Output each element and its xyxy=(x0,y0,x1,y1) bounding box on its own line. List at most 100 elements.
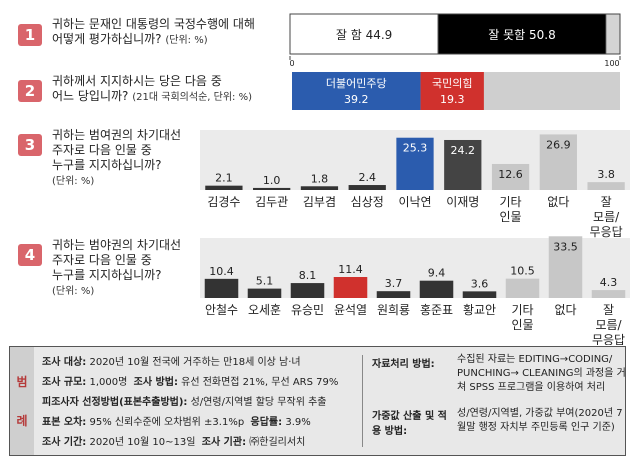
q3-category-label-4: 이낙연 xyxy=(398,195,431,209)
q4-bar-9 xyxy=(591,290,626,298)
q3-value-label-5: 24.2 xyxy=(451,144,476,157)
poll-charts: 잘 함 44.9 잘 못함 50.8 0 100 더불어민주당 39.2 국민의힘 19.3 2… xyxy=(200,13,630,345)
legend-row-target: 조사 대상: 2020년 10월 전국에 거주하는 만18세 이상 남·녀 xyxy=(42,353,301,368)
q4-bar-4 xyxy=(376,291,411,298)
approval-bar-label-0: 잘 함 44.9 xyxy=(336,28,392,42)
q3-category-label-6-1: 인물 xyxy=(500,210,522,224)
q4-bar-0 xyxy=(204,278,239,298)
party-bar-1 xyxy=(420,72,484,110)
q4-bar-6 xyxy=(462,291,497,298)
q3-category-label-1: 김두관 xyxy=(255,195,288,209)
question-number-3: 3 xyxy=(18,134,42,156)
q4-category-label-9-2: 무응답 xyxy=(592,333,625,345)
legend-text-processing: 수집된 자료는 EDITING→CODING/ PUNCHING→ CLEANI… xyxy=(457,354,626,393)
q3-bar-2 xyxy=(300,186,339,190)
question-3-line1: 귀하는 범여권의 차기대선 xyxy=(52,128,182,142)
party-bar-name-0: 더불어민주당 xyxy=(326,77,387,90)
q4-value-label-9: 4.3 xyxy=(600,276,618,289)
legend-value: 3.9% xyxy=(285,417,311,428)
legend-label: 조사 기관: xyxy=(201,437,247,448)
q4-category-label-3: 윤석열 xyxy=(334,303,367,317)
question-4-line2: 주자로 다음 인물 중 xyxy=(52,253,152,267)
legend-tab-char-2: 례 xyxy=(16,414,28,428)
legend-label-processing: 자료처리 방법: xyxy=(372,359,435,370)
legend-row-sampling: 피조사자 선정방법(표본추출방법): 성/연령/지역별 할당 무작위 추출 xyxy=(42,393,326,408)
q4-bar-1 xyxy=(247,288,282,298)
question-2-line1: 귀하께서 지지하시는 당은 다음 중 xyxy=(52,74,222,88)
party-bar-0 xyxy=(292,72,421,110)
q4-value-label-7: 10.5 xyxy=(510,265,535,278)
q4-category-label-2: 유승민 xyxy=(291,303,324,317)
q3-bar-1 xyxy=(253,187,291,190)
q4-value-label-5: 9.4 xyxy=(428,267,446,280)
approval-bar-0 xyxy=(289,13,439,55)
question-2-text: 귀하께서 지지하시는 당은 다음 중 어느 당입니까? (21대 국회의석순, … xyxy=(52,74,267,105)
q4-bar-2 xyxy=(290,283,325,298)
q4-value-label-2: 8.1 xyxy=(299,269,317,282)
q3-category-label-6-0: 기타 xyxy=(500,195,522,209)
q4-category-label-7-0: 기타 xyxy=(511,303,533,317)
question-1-line2: 어떻게 평가하십니까? xyxy=(52,32,162,46)
q4-bar-5 xyxy=(419,280,454,298)
q4-category-label-7-1: 인물 xyxy=(511,318,533,332)
legend-label: 표본 오차: xyxy=(42,417,87,428)
question-number-2: 2 xyxy=(18,80,42,102)
question-2-note: (21대 국회의석순, 단위: %) xyxy=(132,92,252,103)
legend-value: 1,000명 xyxy=(89,377,128,388)
legend-value: ㈜한길리서치 xyxy=(249,437,306,448)
question-1-line1: 귀하는 문재인 대통령의 국정수행에 대해 xyxy=(52,17,255,31)
q3-category-label-8-1: 모름/ xyxy=(593,210,620,224)
approval-bar-label-1: 잘 못함 50.8 xyxy=(488,28,555,42)
q3-bar-4 xyxy=(396,137,434,190)
q4-value-label-0: 10.4 xyxy=(209,265,234,278)
q3-value-label-7: 26.9 xyxy=(546,138,571,151)
q4-category-label-5: 홍준표 xyxy=(420,303,453,317)
legend-label: 피조사자 선정방법(표본추출방법): xyxy=(42,397,188,408)
party-bar-name-1: 국민의힘 xyxy=(432,77,472,90)
legend-value: 95% 신뢰수준에 오차범위 ±3.1%p xyxy=(89,417,245,428)
legend-row-period-agency: 조사 기간: 2020년 10월 10~13일 조사 기관: ㈜한길리서치 xyxy=(42,433,305,448)
legend-row-size-method: 조사 규모: 1,000명 조사 방법: 유선 전화면접 21%, 무선 ARS… xyxy=(42,373,338,388)
approval-bar-1 xyxy=(437,13,607,55)
q3-value-label-2: 1.8 xyxy=(311,172,329,185)
question-3-note: (단위: %) xyxy=(52,176,95,187)
q3-bar-5 xyxy=(444,139,482,190)
legend-label: 응답률: xyxy=(250,417,283,428)
q3-value-label-0: 2.1 xyxy=(215,172,233,185)
q4-value-label-4: 3.7 xyxy=(385,277,403,290)
question-number-1: 1 xyxy=(18,24,42,46)
legend-tab: 범 례 xyxy=(10,347,34,455)
q3-category-label-8-0: 잘 xyxy=(601,195,612,209)
q3-category-label-8-2: 무응답 xyxy=(590,225,623,239)
approval-axis-label-0: 0 xyxy=(289,59,294,68)
q3-bar-3 xyxy=(348,185,386,190)
legend-value: 유선 전화면접 21%, 무선 ARS 79% xyxy=(181,377,339,388)
legend-label: 조사 방법: xyxy=(133,377,178,388)
question-3-line2: 주자로 다음 인물 중 xyxy=(52,143,152,157)
q3-value-label-1: 1.0 xyxy=(263,174,281,187)
q4-category-label-9-1: 모름/ xyxy=(595,318,622,332)
legend-label: 조사 기간: xyxy=(42,437,87,448)
legend-tab-char-1: 범 xyxy=(16,375,28,389)
question-4-line1: 귀하는 범야권의 차기대선 xyxy=(52,238,182,252)
question-number-4: 4 xyxy=(18,244,42,266)
q3-bar-7 xyxy=(539,134,577,190)
question-1-text: 귀하는 문재인 대통령의 국정수행에 대해 어떻게 평가하십니까? (단위: %… xyxy=(52,17,267,48)
q4-bar-8 xyxy=(548,236,583,298)
party-bar-value-0: 39.2 xyxy=(344,93,369,106)
legend-divider xyxy=(362,355,363,447)
question-4-text: 귀하는 범야권의 차기대선 주자로 다음 인물 중 누구를 지지하십니까? (단… xyxy=(52,238,267,299)
q4-category-label-8: 없다 xyxy=(554,303,576,317)
legend-value: 성/연령/지역별 할당 무작위 추출 xyxy=(190,397,327,408)
q3-bar-0 xyxy=(205,185,243,190)
approval-axis-label-100: 100 xyxy=(604,59,619,68)
party-bar-value-1: 19.3 xyxy=(440,93,465,106)
legend-value: 2020년 10월 전국에 거주하는 만18세 이상 남·녀 xyxy=(89,357,301,368)
question-4-line3: 누구를 지지하십니까? xyxy=(52,268,162,282)
legend-label: 조사 대상: xyxy=(42,357,87,368)
q4-category-label-1: 오세훈 xyxy=(248,303,281,317)
q3-value-label-6: 12.6 xyxy=(498,168,523,181)
q3-value-label-3: 2.4 xyxy=(358,171,376,184)
question-1-note: (단위: %) xyxy=(165,35,208,46)
q3-bar-8 xyxy=(587,182,625,190)
